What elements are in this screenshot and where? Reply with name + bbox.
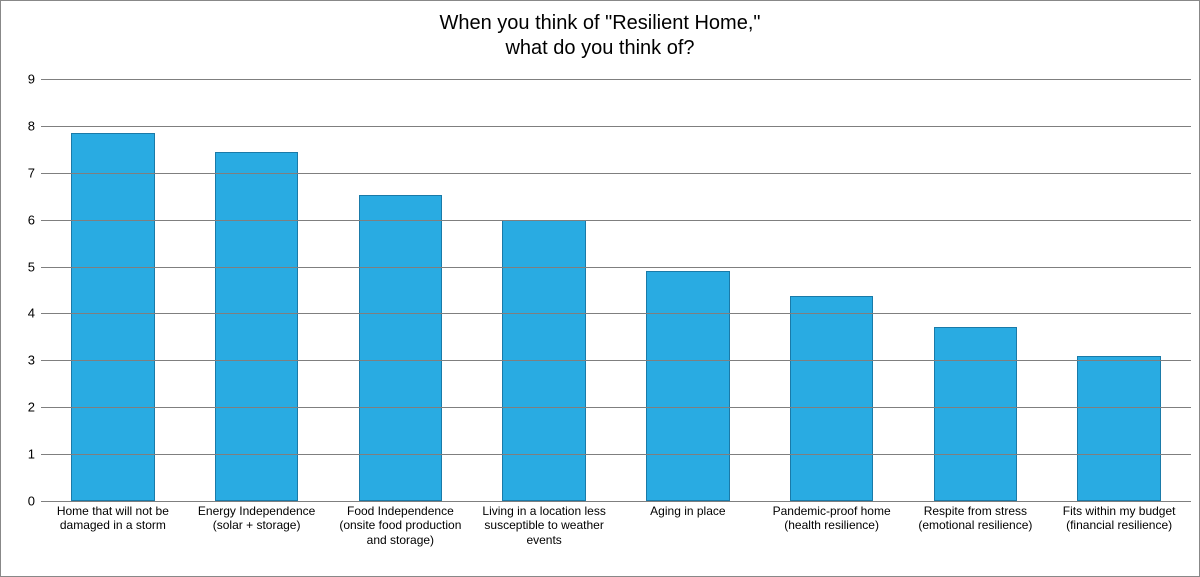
gridline: [41, 79, 1191, 80]
x-axis-label: Food Independence (onsite food productio…: [331, 504, 471, 547]
bar: [934, 327, 1017, 501]
x-axis-label: Fits within my budget (financial resilie…: [1049, 504, 1189, 533]
gridline: [41, 267, 1191, 268]
bar-slot: [616, 271, 760, 501]
y-tick-label: 0: [15, 494, 35, 509]
gridline: [41, 360, 1191, 361]
y-tick-label: 2: [15, 400, 35, 415]
bar-slot: [904, 327, 1048, 501]
bar-slot: [329, 195, 473, 501]
bar: [790, 296, 873, 501]
gridline: [41, 313, 1191, 314]
bar: [215, 152, 298, 501]
bar-slot: [185, 152, 329, 501]
gridline: [41, 173, 1191, 174]
x-axis-label: Energy Independence (solar + storage): [187, 504, 327, 533]
chart-title-line2: what do you think of?: [1, 36, 1199, 61]
gridline: [41, 501, 1191, 502]
x-axis-label: Aging in place: [618, 504, 758, 518]
bar: [71, 133, 154, 501]
y-tick-label: 8: [15, 118, 35, 133]
y-tick-label: 6: [15, 212, 35, 227]
gridline: [41, 407, 1191, 408]
x-axis-label: Pandemic-proof home (health resilience): [762, 504, 902, 533]
x-axis-label: Home that will not be damaged in a storm: [43, 504, 183, 533]
y-tick-label: 7: [15, 165, 35, 180]
bar: [646, 271, 729, 501]
x-axis-label: Living in a location less susceptible to…: [474, 504, 614, 547]
chart-title: When you think of "Resilient Home," what…: [1, 11, 1199, 61]
y-tick-label: 4: [15, 306, 35, 321]
bar: [359, 195, 442, 501]
y-tick-label: 9: [15, 72, 35, 87]
gridline: [41, 126, 1191, 127]
bar-slot: [1047, 356, 1191, 501]
gridline: [41, 220, 1191, 221]
y-tick-label: 3: [15, 353, 35, 368]
bar: [1077, 356, 1160, 501]
chart-container: When you think of "Resilient Home," what…: [0, 0, 1200, 577]
y-tick-label: 1: [15, 447, 35, 462]
y-tick-label: 5: [15, 259, 35, 274]
gridline: [41, 454, 1191, 455]
x-axis-label: Respite from stress (emotional resilienc…: [906, 504, 1046, 533]
bar-slot: [760, 296, 904, 501]
plot-area: 0123456789: [41, 79, 1191, 501]
chart-title-line1: When you think of "Resilient Home,": [1, 11, 1199, 36]
bars-group: [41, 79, 1191, 501]
bar-slot: [41, 133, 185, 501]
